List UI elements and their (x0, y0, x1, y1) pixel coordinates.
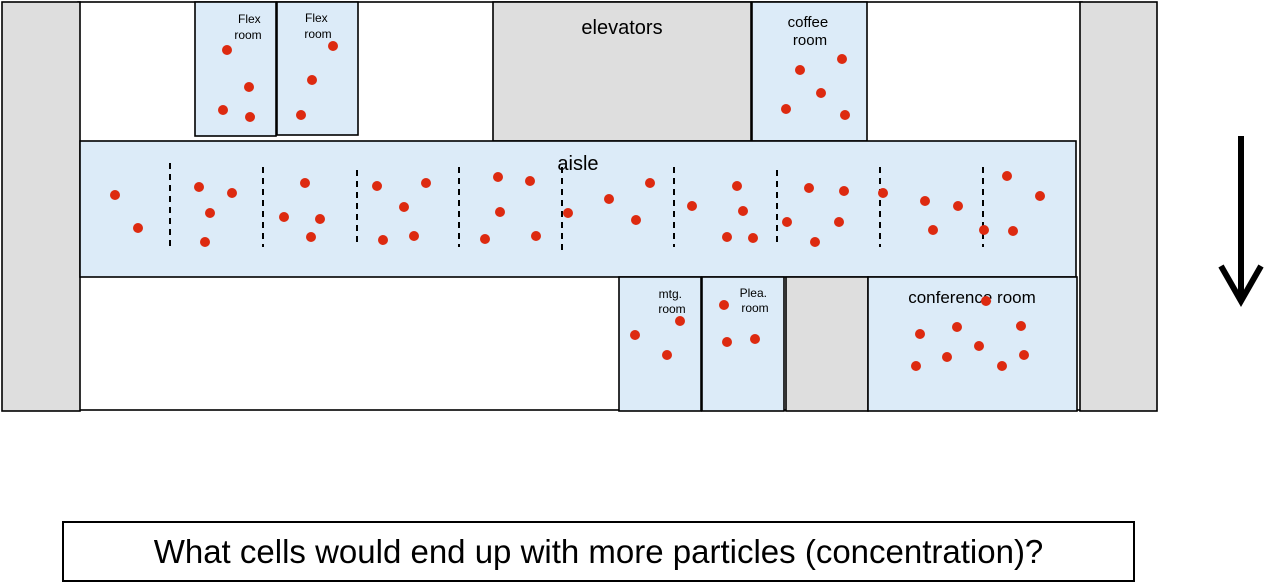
particle (840, 110, 850, 120)
particle (942, 352, 952, 362)
aisle-label: aisle (557, 153, 598, 175)
coffee-room-label: coffee room (788, 14, 833, 49)
particle (307, 75, 317, 85)
question-text: What cells would end up with more partic… (153, 532, 1044, 570)
particle (1035, 191, 1045, 201)
particle (722, 232, 732, 242)
particle (810, 237, 820, 247)
particle (974, 341, 984, 351)
particle (531, 231, 541, 241)
conference-room (867, 276, 1078, 412)
particle (781, 104, 791, 114)
particle (222, 45, 232, 55)
particle (604, 194, 614, 204)
particle (662, 350, 672, 360)
mtg-room (618, 276, 702, 412)
particle (997, 361, 1007, 371)
particle (839, 186, 849, 196)
particle (804, 183, 814, 193)
particle (631, 215, 641, 225)
particle (722, 337, 732, 347)
particle (952, 322, 962, 332)
particle (748, 233, 758, 243)
particle (915, 329, 925, 339)
flex-room-2 (276, 1, 359, 136)
particle (732, 181, 742, 191)
particles (110, 41, 1045, 371)
particle (782, 217, 792, 227)
particle (200, 237, 210, 247)
flex-room-1 (194, 1, 277, 137)
particle (675, 316, 685, 326)
particle (315, 214, 325, 224)
down-arrow-icon (1218, 136, 1264, 308)
flex-room-1-label: Flex room (234, 12, 264, 42)
particle (563, 208, 573, 218)
particle (1016, 321, 1026, 331)
particle (205, 208, 215, 218)
particle (372, 181, 382, 191)
particle (795, 65, 805, 75)
particle (378, 235, 388, 245)
particle (750, 334, 760, 344)
elevators-block (492, 1, 752, 142)
particle (218, 105, 228, 115)
particle (245, 112, 255, 122)
particle (920, 196, 930, 206)
particle (1002, 171, 1012, 181)
plea-room (701, 276, 785, 412)
particle (878, 188, 888, 198)
particle (194, 182, 204, 192)
plea-room-label: Plea. room (740, 286, 771, 315)
particle (421, 178, 431, 188)
particle (738, 206, 748, 216)
particle (409, 231, 419, 241)
particle (645, 178, 655, 188)
particle (495, 207, 505, 217)
particle (244, 82, 254, 92)
particle (525, 176, 535, 186)
particle (300, 178, 310, 188)
particle (911, 361, 921, 371)
particle (133, 223, 143, 233)
particle (816, 88, 826, 98)
elevators-label: elevators (581, 17, 662, 39)
bottom-gray-block (785, 276, 869, 412)
particle (687, 201, 697, 211)
particle (306, 232, 316, 242)
particle (1019, 350, 1029, 360)
aisle (79, 140, 1077, 278)
mtg-room-label: mtg. room (658, 287, 685, 316)
particle (399, 202, 409, 212)
particle (480, 234, 490, 244)
particle (296, 110, 306, 120)
particle (837, 54, 847, 64)
flex-room-2-label: Flex room (304, 11, 331, 41)
particle (719, 300, 729, 310)
particle (979, 225, 989, 235)
particle (928, 225, 938, 235)
particle (630, 330, 640, 340)
particle (328, 41, 338, 51)
particle (981, 296, 991, 306)
particle (953, 201, 963, 211)
particle (1008, 226, 1018, 236)
question-box: What cells would end up with more partic… (62, 521, 1135, 582)
particle (110, 190, 120, 200)
conference-room-label: conference room (908, 288, 1036, 307)
right-wall-column (1079, 1, 1158, 412)
particle (227, 188, 237, 198)
particle (279, 212, 289, 222)
left-wall-column (1, 1, 81, 412)
particle (493, 172, 503, 182)
particle (834, 217, 844, 227)
